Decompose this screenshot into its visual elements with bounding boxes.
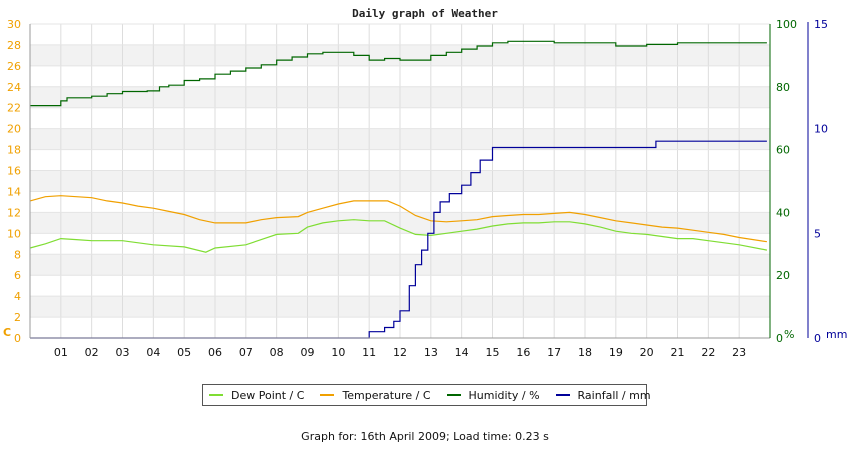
x-tick-label: 19 [609,346,623,359]
humidity-tick-label: 20 [776,269,790,282]
legend-item: Temperature / C [320,388,431,402]
left-tick-label: 18 [7,144,21,157]
x-tick-label: 18 [578,346,592,359]
x-tick-label: 22 [701,346,715,359]
left-tick-label: 0 [14,332,21,345]
left-tick-label: 4 [14,290,21,303]
humidity-tick-label: 0 [776,332,783,345]
x-tick-label: 01 [54,346,68,359]
humidity-axis-label: % [784,328,794,341]
legend-label: Temperature / C [342,388,431,402]
humidity-tick-label: 60 [776,144,790,157]
x-tick-label: 15 [486,346,500,359]
humidity-tick-label: 40 [776,206,790,219]
left-tick-label: 2 [14,311,21,324]
x-tick-label: 06 [208,346,222,359]
rainfall-tick-label: 10 [814,123,828,136]
x-tick-label: 04 [146,346,160,359]
series-line-rainfall [30,140,767,339]
legend-item: Rainfall / mm [555,388,651,402]
chart-footer: Graph for: 16th April 2009; Load time: 0… [301,430,549,443]
legend-swatch [555,394,570,396]
x-tick-label: 10 [331,346,345,359]
humidity-tick-label: 80 [776,81,790,94]
left-tick-label: 16 [7,165,21,178]
series-line-dew [29,219,768,253]
left-tick-label: 8 [14,248,21,261]
x-tick-label: 07 [239,346,253,359]
x-tick-label: 23 [732,346,746,359]
x-tick-label: 09 [301,346,315,359]
rainfall-axis-label: mm [826,328,847,341]
x-tick-label: 05 [177,346,191,359]
left-tick-label: 6 [14,269,21,282]
x-tick-label: 17 [547,346,561,359]
x-tick-label: 13 [424,346,438,359]
legend-item: Humidity / % [446,388,540,402]
left-tick-label: 22 [7,102,21,115]
chart-legend: Dew Point / C Temperature / C Humidity / %… [202,384,651,406]
legend-swatch [320,394,335,396]
legend-swatch [446,394,461,396]
legend-swatch [209,394,223,396]
rainfall-tick-label: 5 [814,227,821,240]
x-tick-label: 08 [270,346,284,359]
series-line-temperature [29,195,767,243]
left-tick-label: 28 [7,39,21,52]
x-tick-label: 16 [516,346,530,359]
left-tick-label: 20 [7,123,21,136]
x-tick-label: 21 [671,346,685,359]
legend-label: Rainfall / mm [577,388,651,402]
chart-title: Daily graph of Weather [352,7,498,20]
left-axis-label: C [3,326,11,339]
left-tick-label: 26 [7,60,21,73]
left-tick-label: 12 [7,206,21,219]
x-tick-label: 11 [362,346,376,359]
legend-label: Humidity / % [468,388,540,402]
x-tick-label: 03 [116,346,130,359]
left-tick-label: 14 [7,185,21,198]
left-tick-label: 24 [7,81,21,94]
x-tick-label: 12 [393,346,407,359]
x-tick-label: 14 [455,346,469,359]
rainfall-tick-label: 15 [814,18,828,31]
legend-label: Dew Point / C [231,388,305,402]
series-line-humidity [30,40,767,107]
rainfall-tick-label: 0 [814,332,821,345]
x-tick-label: 02 [85,346,99,359]
legend-item: Dew Point / C [209,389,304,402]
x-tick-label: 20 [640,346,654,359]
left-tick-label: 30 [7,18,21,31]
left-tick-label: 10 [7,227,21,240]
humidity-tick-label: 100 [776,18,797,31]
